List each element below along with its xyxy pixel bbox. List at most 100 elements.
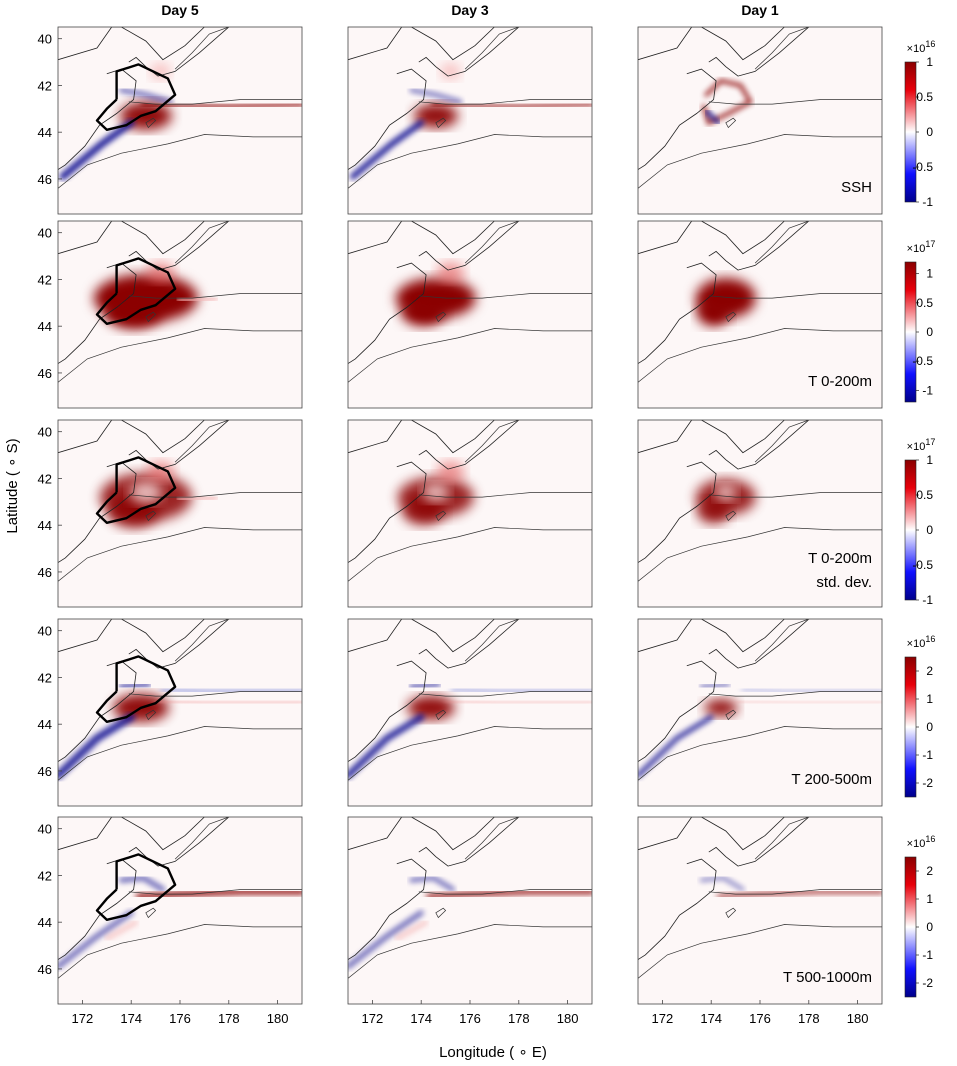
coastline-north <box>638 221 810 271</box>
anomaly-patch <box>129 481 162 504</box>
y-tick-label: 46 <box>38 764 52 779</box>
region-outline <box>95 853 177 922</box>
y-tick-label: 44 <box>38 518 52 533</box>
colorbar-tick-label: 0 <box>926 920 933 934</box>
anomaly-streak <box>349 119 425 180</box>
anomaly-streak <box>118 875 166 892</box>
colorbar-exponent: ×1016 <box>907 634 936 650</box>
y-tick-label: 40 <box>38 624 52 639</box>
depth-contour <box>58 527 302 582</box>
map-panel <box>347 618 593 807</box>
map-background <box>58 619 302 806</box>
x-tick-label: 174 <box>700 1011 722 1026</box>
anomaly-patch <box>402 497 445 526</box>
panel-frame <box>347 220 593 409</box>
islet <box>145 907 157 919</box>
colorbar-scale <box>904 656 917 798</box>
anomaly-streak <box>58 713 136 780</box>
depth-contour <box>754 420 809 463</box>
y-axis-label: Latitude ( ∘ S) <box>4 438 21 533</box>
column-title: Day 1 <box>741 2 779 18</box>
colorbar-tick-label: 1 <box>926 267 933 281</box>
islet <box>145 311 157 323</box>
anomaly-patch <box>436 262 465 283</box>
map-background <box>348 27 592 214</box>
anomaly-streak <box>716 890 882 899</box>
anomaly-streak <box>104 920 139 941</box>
anomaly-streak <box>118 87 173 105</box>
coastline-south <box>348 461 427 563</box>
depth-contour <box>708 691 882 697</box>
colorbar-tick-label: -0.5 <box>912 354 933 368</box>
anomaly-streak <box>394 920 429 941</box>
colorbar-tick-label: 0 <box>926 720 933 734</box>
colorbar-tick-label: -2 <box>922 776 933 790</box>
column-title: Day 5 <box>161 2 199 18</box>
x-tick-label: 178 <box>218 1011 240 1026</box>
panel-frame <box>57 26 303 215</box>
y-tick-label: 40 <box>38 425 52 440</box>
colorbar-scale <box>904 61 917 203</box>
depth-contour <box>418 691 592 697</box>
y-tick-label: 46 <box>38 172 52 187</box>
colorbar-tick-label: -1 <box>922 948 933 962</box>
region-outline <box>95 63 177 132</box>
islet <box>435 510 447 522</box>
colorbar-tick-label: -2 <box>922 976 933 990</box>
map-background <box>348 221 592 408</box>
coastline-south <box>638 461 717 563</box>
coastline-south <box>58 262 137 364</box>
panel-frame <box>347 419 593 608</box>
anomaly-streak <box>118 681 152 690</box>
depth-contour <box>418 492 592 498</box>
map-panel <box>637 26 883 215</box>
anomaly-streak <box>58 910 134 970</box>
anomaly-patch <box>697 498 731 524</box>
colorbar-tick-label: 1 <box>926 453 933 467</box>
depth-contour <box>708 293 882 299</box>
colorbar-exponent: ×1017 <box>907 437 936 453</box>
depth-contour <box>128 293 302 299</box>
colorbar-exponent: ×1017 <box>907 239 936 255</box>
islet <box>435 117 447 129</box>
map-background <box>638 420 882 607</box>
depth-contour <box>464 817 519 860</box>
depth-contour <box>174 221 229 264</box>
anomaly-streak <box>176 493 219 504</box>
depth-contour <box>464 221 519 264</box>
depth-contour <box>464 27 519 70</box>
depth-contour <box>348 726 592 781</box>
depth-contour <box>754 817 809 860</box>
islet <box>725 709 737 721</box>
map-panel <box>57 220 303 409</box>
depth-contour <box>58 134 302 189</box>
depth-contour <box>638 924 882 979</box>
anomaly-streak <box>153 698 302 706</box>
coastline-south <box>58 461 137 563</box>
y-tick-label: 42 <box>38 670 52 685</box>
coastline-north <box>638 619 810 669</box>
colorbar-tick-label: 2 <box>926 864 933 878</box>
y-tick-label: 44 <box>38 125 52 140</box>
map-panel <box>57 618 303 807</box>
coastline-south <box>58 858 137 960</box>
anomaly-patch <box>413 103 458 128</box>
y-tick-label: 40 <box>38 822 52 837</box>
row-label: T 500-1000m <box>783 969 872 986</box>
depth-contour <box>58 726 302 781</box>
colorbar-tick-label: 2 <box>926 664 933 678</box>
panel-frame <box>57 618 303 807</box>
depth-contour <box>174 817 229 860</box>
colorbar-tick-label: -1 <box>922 383 933 397</box>
depth-contour <box>464 619 519 662</box>
anomaly-patch <box>401 298 446 327</box>
region-outline <box>95 655 177 724</box>
colorbar-tick-label: 0.5 <box>916 296 933 310</box>
depth-contour <box>128 99 302 105</box>
map-panel <box>57 419 303 608</box>
panel-frame <box>637 26 883 215</box>
coastline-south <box>638 68 717 170</box>
depth-contour <box>418 99 592 105</box>
x-tick-label: 180 <box>557 1011 579 1026</box>
